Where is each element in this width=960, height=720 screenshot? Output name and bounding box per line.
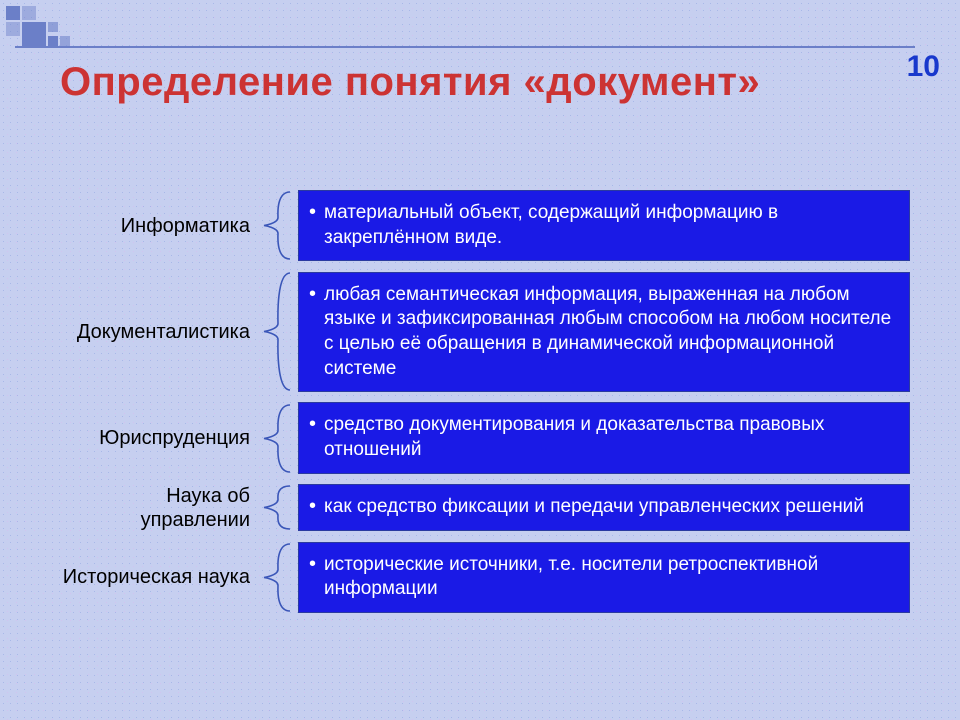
diagram-row: Документалистика • любая семантическая ин… [60,271,910,392]
slide: 10 Определение понятия «документ» Информ… [0,0,960,720]
brace-connector-icon [256,190,298,261]
bullet-icon: • [309,283,316,305]
bullet-icon: • [309,413,316,435]
definition-box: • как средство фиксации и передачи управл… [298,484,910,531]
definition-text: любая семантическая информация, выраженн… [324,283,897,382]
diagram-row: Информатика • материальный объект, содерж… [60,190,910,261]
page-title: Определение понятия «документ» [60,60,760,105]
definition-box: • исторические источники, т.е. носители р… [298,542,910,613]
definition-text: исторические источники, т.е. носители ре… [324,553,897,602]
category-label: Наука об управлении [60,484,256,532]
diagram-row: Историческая наука • исторические источни… [60,542,910,613]
brace-connector-icon [256,484,298,531]
category-label: Юриспруденция [60,426,256,450]
category-label: Документалистика [60,320,256,344]
diagram-row: Наука об управлении • как средство фиксац… [60,484,910,532]
definition-box: • любая семантическая информация, выражен… [298,272,910,393]
bullet-icon: • [309,201,316,223]
definition-box: • материальный объект, содержащий информа… [298,190,910,261]
bullet-icon: • [309,553,316,575]
brace-connector-icon [256,271,298,392]
definition-text: материальный объект, содержащий информац… [324,201,897,250]
brace-connector-icon [256,403,298,474]
brace-connector-icon [256,542,298,613]
page-number: 10 [907,50,940,84]
definition-text: как средство фиксации и передачи управле… [324,495,897,520]
diagram: Информатика • материальный объект, содерж… [60,190,910,623]
diagram-row: Юриспруденция • средство документирования… [60,402,910,473]
category-label: Историческая наука [60,565,256,589]
category-label: Информатика [60,214,256,238]
definition-text: средство документирования и доказательст… [324,413,897,462]
bullet-icon: • [309,495,316,517]
definition-box: • средство документирования и доказательс… [298,402,910,473]
